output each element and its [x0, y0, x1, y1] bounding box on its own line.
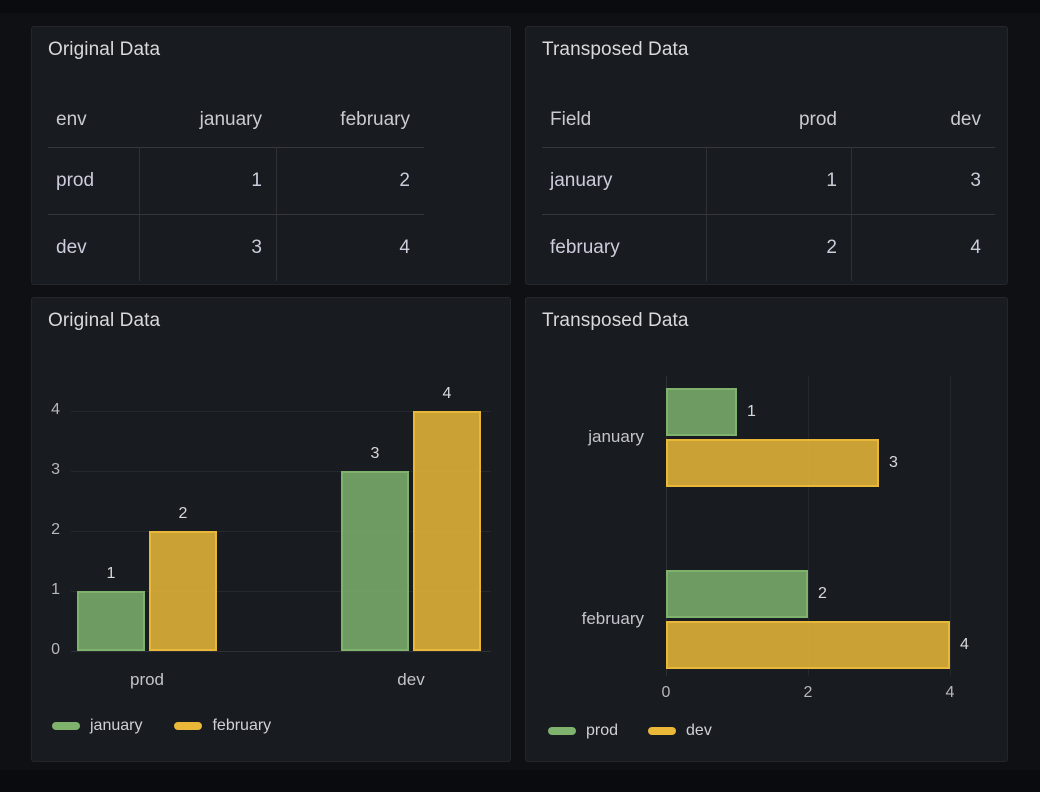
value-cell: 4: [851, 215, 995, 281]
y-axis-line: [666, 376, 667, 676]
gridline: [950, 376, 951, 676]
bar-value-label: 4: [442, 385, 452, 402]
transposed-data-table: Field prod dev january 1 3 february 2 4: [542, 93, 995, 281]
legend-label: january: [90, 717, 143, 734]
bar-dev-february: [666, 621, 950, 669]
value-cell: 2: [706, 215, 851, 281]
panel-original-data-table: Original Data env january february prod 1 2 de…: [31, 26, 511, 285]
column-header-january[interactable]: january: [199, 109, 262, 130]
bar-dev-january: [666, 439, 879, 487]
bar-february-dev: [413, 411, 481, 651]
window-bottom-edge: [0, 770, 1040, 792]
y-category-label-february: february: [581, 608, 644, 628]
row-label-cell: january: [550, 170, 613, 191]
bar-february-prod: [149, 531, 217, 651]
gridline: [71, 591, 491, 592]
y-tick-label: 3: [51, 461, 60, 478]
gridline: [808, 376, 809, 676]
bar-january-prod: [77, 591, 145, 651]
column-header-february[interactable]: february: [340, 109, 410, 130]
window-top-edge: [0, 0, 1040, 13]
bar-value-label: 4: [960, 635, 969, 653]
bar-value-label: 2: [178, 505, 188, 522]
value-cell: 3: [139, 215, 276, 281]
row-label-cell: february: [550, 237, 620, 258]
panel-title[interactable]: Original Data: [48, 310, 161, 331]
chart-legend: january february: [52, 717, 271, 735]
legend-label: dev: [686, 722, 712, 739]
table-header-row: Field prod dev: [542, 93, 995, 147]
legend-item-dev[interactable]: dev: [648, 722, 712, 740]
y-tick-label: 4: [51, 401, 60, 418]
y-tick-label: 1: [51, 581, 60, 598]
bar-january-dev: [341, 471, 409, 651]
table-row: dev 3 4: [48, 214, 424, 281]
bar-value-label: 1: [106, 565, 116, 582]
panel-original-data-chart: Original Data 0 1 2 3 4 1 2 prod 3 4 dev january feb…: [31, 297, 511, 762]
bar-value-label: 2: [818, 584, 827, 602]
gridline: [71, 471, 491, 472]
legend-item-january[interactable]: january: [52, 717, 142, 735]
transposed-data-bar-chart: 0 2 4 1 3 january 2 4 february prod dev: [526, 298, 1007, 761]
table-row: january 1 3: [542, 147, 995, 214]
column-header-env[interactable]: env: [56, 109, 87, 130]
legend-swatch-dev: [648, 727, 677, 735]
bar-value-label: 1: [747, 402, 756, 420]
bar-prod-january: [666, 388, 737, 436]
bar-value-label: 3: [370, 445, 380, 462]
value-cell: 1: [706, 148, 851, 214]
gridline: [71, 651, 491, 652]
original-data-bar-chart: 0 1 2 3 4 1 2 prod 3 4 dev january february: [32, 298, 510, 761]
column-header-prod[interactable]: prod: [798, 109, 837, 130]
y-category-label-january: january: [588, 426, 644, 446]
y-tick-label: 0: [51, 641, 60, 658]
panel-title[interactable]: Original Data: [48, 39, 161, 60]
legend-item-february[interactable]: february: [174, 717, 271, 735]
bar-prod-february: [666, 570, 808, 618]
column-header-Field[interactable]: Field: [550, 109, 592, 130]
x-tick-label: 0: [661, 684, 671, 701]
value-cell: 2: [276, 148, 424, 214]
table-row: prod 1 2: [48, 147, 424, 214]
row-label-cell: prod: [56, 170, 95, 191]
value-cell: 1: [139, 148, 276, 214]
table-row: february 2 4: [542, 214, 995, 281]
value-cell: 4: [276, 215, 424, 281]
bar-value-label: 3: [889, 453, 898, 471]
legend-swatch-january: [52, 722, 80, 730]
row-label-cell: dev: [56, 237, 87, 258]
panel-title[interactable]: Transposed Data: [542, 39, 689, 60]
value-cell: 3: [851, 148, 995, 214]
legend-item-prod[interactable]: prod: [548, 722, 618, 740]
x-category-label-dev: dev: [397, 670, 425, 689]
y-tick-label: 2: [51, 521, 60, 538]
legend-label: february: [212, 717, 272, 734]
gridline: [71, 531, 491, 532]
column-header-dev[interactable]: dev: [950, 109, 981, 130]
legend-label: prod: [586, 722, 619, 739]
gridline: [71, 411, 491, 412]
table-header-row: env january february: [48, 93, 424, 147]
chart-legend: prod dev: [548, 722, 712, 740]
panel-title[interactable]: Transposed Data: [542, 310, 689, 331]
legend-swatch-prod: [548, 727, 576, 735]
panel-transposed-data-chart: Transposed Data 0 2 4 1 3 january 2 4 february pr…: [525, 297, 1008, 762]
x-tick-label: 2: [803, 684, 813, 701]
x-tick-label: 4: [945, 684, 955, 701]
x-category-label-prod: prod: [129, 670, 165, 689]
original-data-table: env january february prod 1 2 dev 3 4: [48, 93, 424, 281]
legend-swatch-february: [174, 722, 203, 730]
panel-transposed-data-table: Transposed Data Field prod dev january 1 3 feb…: [525, 26, 1008, 285]
